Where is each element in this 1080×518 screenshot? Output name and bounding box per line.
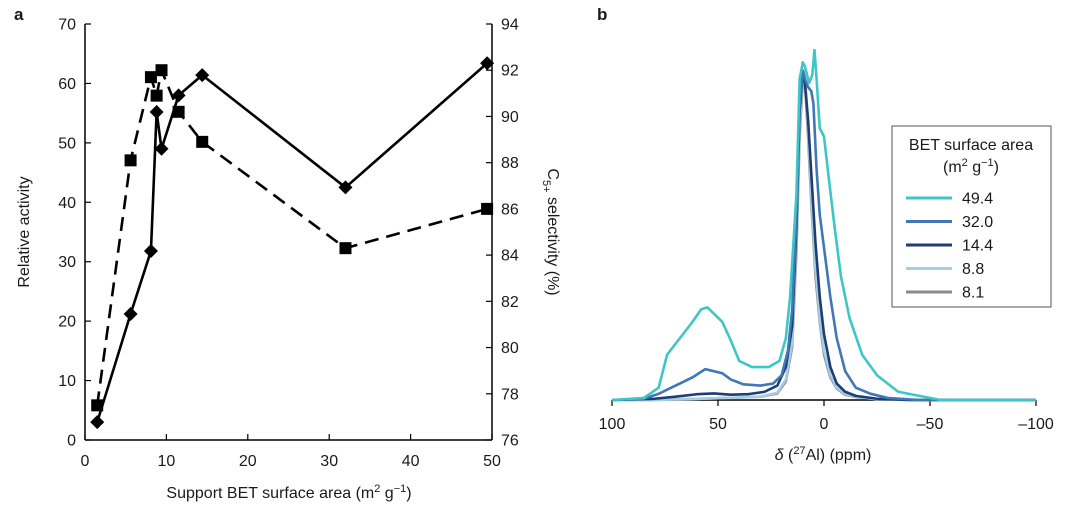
activity-diamond-point <box>338 180 353 195</box>
activity-diamond-point <box>154 141 169 156</box>
activity-diamond-point <box>123 307 138 322</box>
panel-a: a 0 10 20 30 40 50 0 10 20 30 40 50 60 70 76 78 80 82 84… <box>14 5 561 502</box>
y2-tick-label: 88 <box>501 155 519 172</box>
panel-a-y-ticks: 0 10 20 30 40 50 60 70 <box>58 17 91 450</box>
panel-a-y-axis-label: Relative activity <box>16 176 33 287</box>
panel-b-x-ticks: 100 50 0 –50 –100 <box>599 400 1054 433</box>
panel-b-legend: BET surface area (m2 g−1) 49.432.014.48.… <box>891 125 1052 308</box>
activity-diamond-point <box>143 244 158 259</box>
y-tick-label: 60 <box>58 76 76 93</box>
y2-tick-label: 76 <box>501 433 519 450</box>
legend-label-32.0: 32.0 <box>962 214 993 231</box>
legend-label-8.1: 8.1 <box>962 285 984 302</box>
x-tick-label: 100 <box>599 416 626 433</box>
panel-b-series <box>611 48 1036 402</box>
x-tick-label: 20 <box>239 453 257 470</box>
legend-label-8.8: 8.8 <box>962 261 984 278</box>
y-tick-label: 70 <box>58 17 76 34</box>
panel-a-letter: a <box>14 5 24 24</box>
y2-tick-label: 82 <box>501 294 519 311</box>
legend-items: 49.4 32.0 14.4 8.8 8.1 <box>906 191 993 302</box>
y2-tick-label: 86 <box>501 201 519 218</box>
selectivity-square-point <box>339 242 352 255</box>
y-tick-label: 10 <box>58 373 76 390</box>
y2-tick-label: 94 <box>501 17 519 34</box>
panel-b-x-axis-label: δ (27Al) (ppm) <box>775 445 872 464</box>
panel-a-x-ticks: 0 10 20 30 40 50 <box>81 434 501 470</box>
legend-box <box>891 125 1052 308</box>
panel-a-y2-axis-label: C5+ selectivity (%) <box>540 168 561 295</box>
selectivity-square-point <box>172 105 185 118</box>
selectivity-square-point <box>150 89 163 102</box>
y2-tick-label: 84 <box>501 248 519 265</box>
panel-a-series <box>90 56 495 430</box>
legend-label-14.4: 14.4 <box>962 238 993 255</box>
panel-a-y2-ticks: 76 78 80 82 84 86 88 90 92 94 <box>486 17 519 450</box>
legend-title-line1: BET surface area <box>909 137 1033 154</box>
activity-diamond-point <box>149 104 164 119</box>
y-tick-label: 0 <box>67 433 76 450</box>
x-tick-label: –100 <box>1018 416 1054 433</box>
panel-a-x-axis-label: Support BET surface area (m2 g−1) <box>166 483 411 502</box>
x-tick-label: 30 <box>320 453 338 470</box>
activity-diamond-point <box>171 88 186 103</box>
x-tick-label: –50 <box>917 416 944 433</box>
spectrum-line-49.4 <box>611 48 1036 402</box>
selectivity-square-point <box>155 64 168 77</box>
activity-diamond-point <box>90 415 105 430</box>
activity-diamond-point <box>480 56 495 71</box>
selectivity-square-point <box>91 399 104 412</box>
activity-diamond-point <box>195 68 210 83</box>
x-tick-label: 0 <box>81 453 90 470</box>
y2-tick-label: 90 <box>501 109 519 126</box>
y2-tick-label: 78 <box>501 386 519 403</box>
x-tick-label: 40 <box>402 453 420 470</box>
legend-label-49.4: 49.4 <box>962 191 993 208</box>
selectivity-square-point <box>196 135 209 148</box>
y-tick-label: 30 <box>58 254 76 271</box>
selectivity-square-point <box>481 202 494 215</box>
selectivity-square-point <box>144 71 157 84</box>
panel-b-letter: b <box>597 5 607 24</box>
y-tick-label: 50 <box>58 135 76 152</box>
y-tick-label: 40 <box>58 195 76 212</box>
y-tick-label: 20 <box>58 314 76 331</box>
y2-tick-label: 80 <box>501 340 519 357</box>
x-tick-label: 50 <box>483 453 501 470</box>
x-tick-label: 50 <box>709 416 727 433</box>
y2-tick-label: 92 <box>501 63 519 80</box>
panel-b: b 100 50 0 –50 –100 δ (27Al) (ppm) BET surfa… <box>597 5 1054 464</box>
x-tick-label: 10 <box>158 453 176 470</box>
selectivity-square-point <box>124 154 137 167</box>
x-tick-label: 0 <box>820 416 829 433</box>
